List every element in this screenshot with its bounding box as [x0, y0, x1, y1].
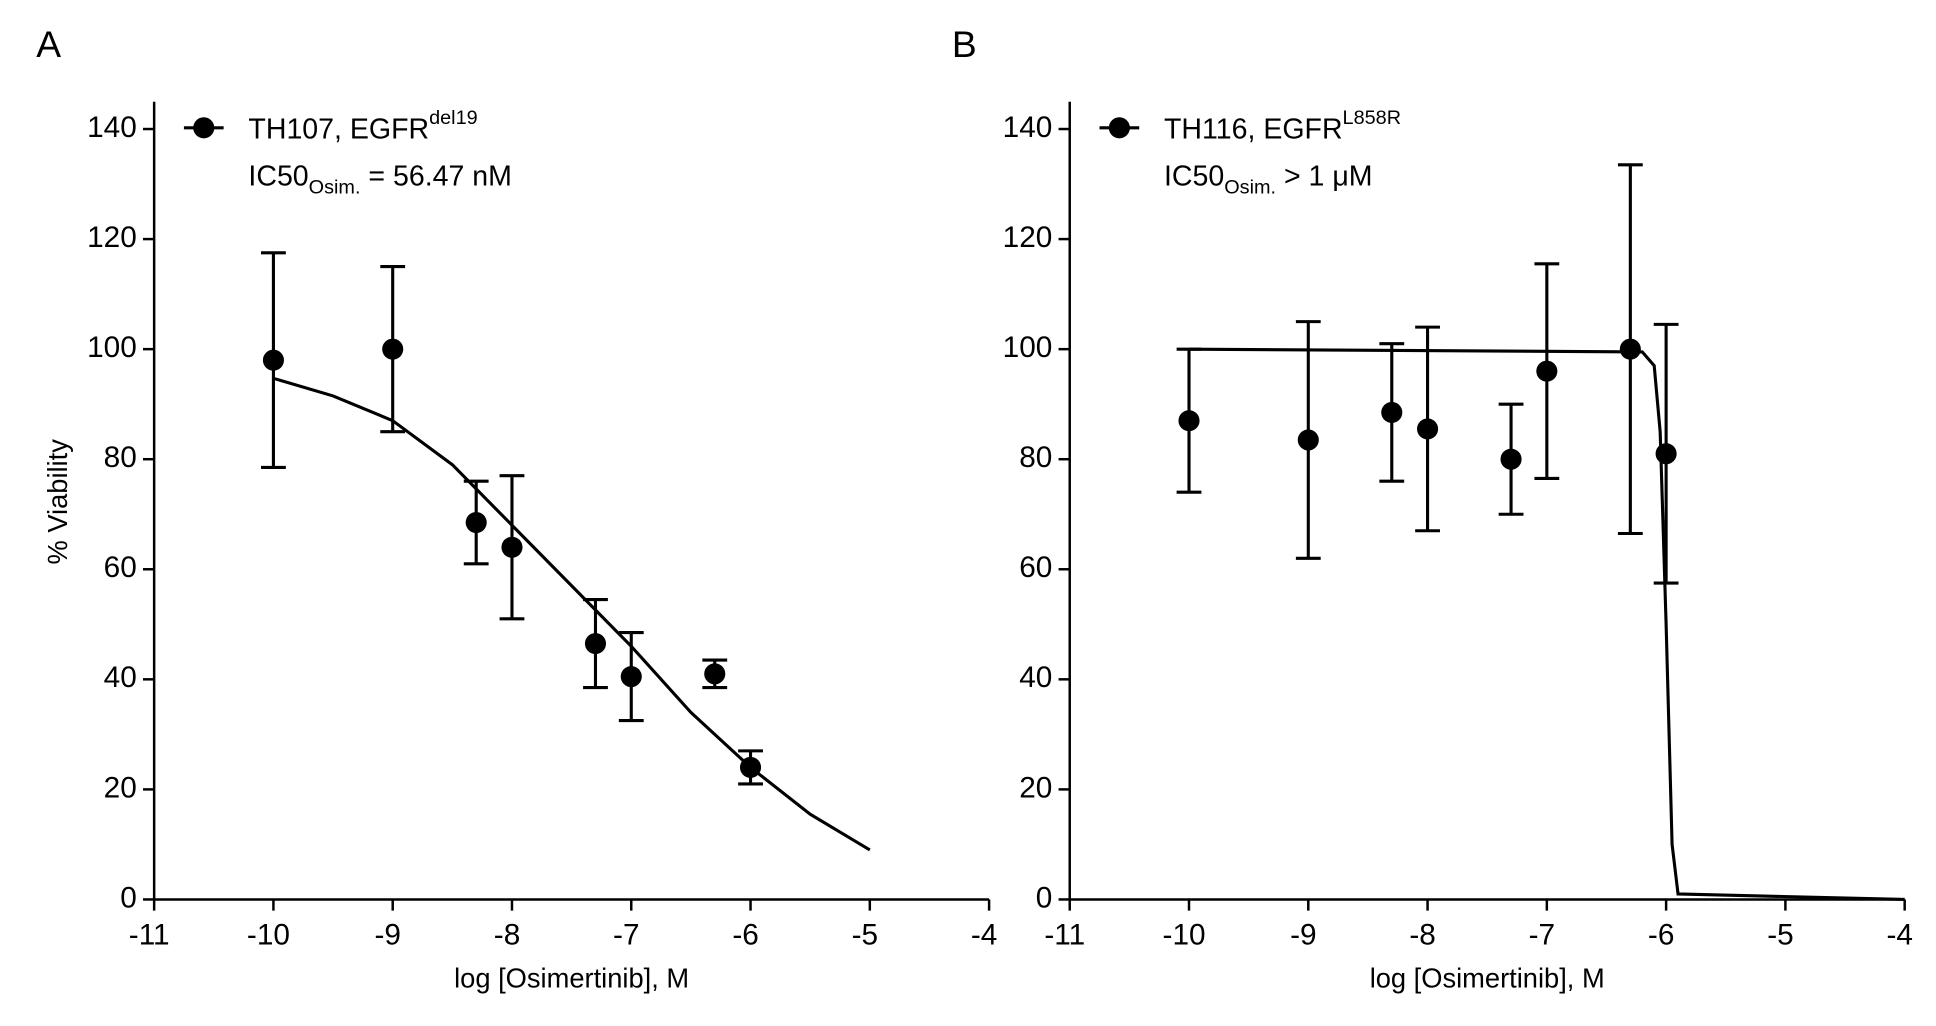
x-tick-label: -4: [1886, 919, 1912, 952]
legend-marker: [193, 117, 215, 139]
x-tick-label: -10: [247, 919, 290, 952]
x-tick-label: -8: [494, 919, 520, 952]
ic50-value: > 1 μM: [1276, 160, 1372, 192]
ic50-annotation: IC50Osim. = 56.47 nM: [248, 160, 511, 199]
data-point: [465, 511, 487, 534]
x-tick-label: -8: [1409, 919, 1435, 952]
ic50-main: IC50: [248, 160, 308, 192]
legend-label: TH107, EGFRdel19: [248, 107, 477, 144]
legend-marker: [1108, 117, 1130, 139]
x-tick-label: -9: [1290, 919, 1316, 952]
ic50-subscript: Osim.: [1224, 177, 1276, 199]
legend-name: TH107, EGFR: [248, 113, 429, 145]
y-tick-label: 140: [87, 111, 137, 144]
data-point: [382, 338, 404, 360]
ic50-value: = 56.47 nM: [360, 160, 511, 192]
legend-superscript: L858R: [1343, 107, 1401, 129]
y-tick-label: 80: [104, 441, 137, 474]
data-point: [1297, 429, 1319, 451]
data-point: [620, 666, 642, 688]
y-tick-label: 120: [1003, 221, 1053, 254]
x-tick-label: -5: [852, 919, 878, 952]
fit-curve: [272, 376, 871, 852]
data-point: [1381, 401, 1403, 423]
y-tick-label: 60: [104, 551, 137, 584]
x-tick-label: -10: [1163, 919, 1206, 952]
data-point: [1536, 360, 1558, 382]
x-axis-label: log [Osimertinib], M: [1370, 962, 1605, 993]
y-tick-label: 60: [1019, 551, 1052, 584]
ic50-main: IC50: [1164, 160, 1224, 192]
x-tick-label: -5: [1767, 919, 1793, 952]
data-point: [1619, 338, 1641, 360]
panel-chart: B 0 20 40 60 80 100 120 140 -11 -10 -9 -8 -7 -6 -5 -4 log…: [952, 23, 1913, 993]
y-tick-label: 20: [1019, 771, 1052, 804]
fit-curve: [1188, 347, 1905, 902]
x-tick-label: -6: [1648, 919, 1674, 952]
y-tick-label: 80: [1019, 441, 1052, 474]
data-point: [262, 349, 284, 371]
y-tick-label: 0: [1036, 881, 1053, 914]
x-tick-label: -7: [1529, 919, 1555, 952]
panel-label: A: [36, 23, 61, 65]
y-tick-label: 20: [104, 771, 137, 804]
data-point: [584, 633, 607, 655]
panel-label: B: [952, 23, 977, 65]
data-point: [1178, 410, 1200, 432]
data-point: [1500, 448, 1522, 470]
x-tick-label: -9: [375, 919, 401, 952]
x-tick-label: -6: [732, 919, 758, 952]
legend-name: TH116, EGFR: [1164, 113, 1343, 145]
x-tick-label: -7: [613, 919, 639, 952]
y-tick-label: 120: [87, 221, 137, 254]
y-tick-label: 0: [120, 881, 137, 914]
y-tick-label: 100: [87, 331, 137, 364]
data-point: [1655, 443, 1677, 465]
panel-chart: A 0 20 40 60 80 100 120 140 -11 -10 -9 -8 -7 -6 -5 -4 log…: [36, 23, 997, 993]
x-tick-label: -11: [129, 919, 170, 952]
x-tick-label: -4: [971, 919, 997, 952]
y-axis-label: % Viability: [42, 439, 73, 565]
legend-label: TH116, EGFRL858R: [1164, 107, 1401, 144]
data-point: [1417, 418, 1439, 440]
x-tick-label: -11: [1044, 919, 1085, 952]
ic50-subscript: Osim.: [309, 177, 361, 199]
legend-superscript: del19: [429, 107, 478, 129]
y-tick-label: 100: [1003, 331, 1053, 364]
y-tick-label: 140: [1003, 111, 1053, 144]
data-point: [501, 536, 523, 558]
y-tick-label: 40: [104, 661, 137, 694]
y-tick-label: 40: [1019, 661, 1052, 694]
ic50-annotation: IC50Osim. > 1 μM: [1164, 160, 1373, 199]
x-axis-label: log [Osimertinib], M: [454, 962, 689, 993]
data-point: [704, 663, 726, 685]
data-point: [739, 756, 762, 778]
